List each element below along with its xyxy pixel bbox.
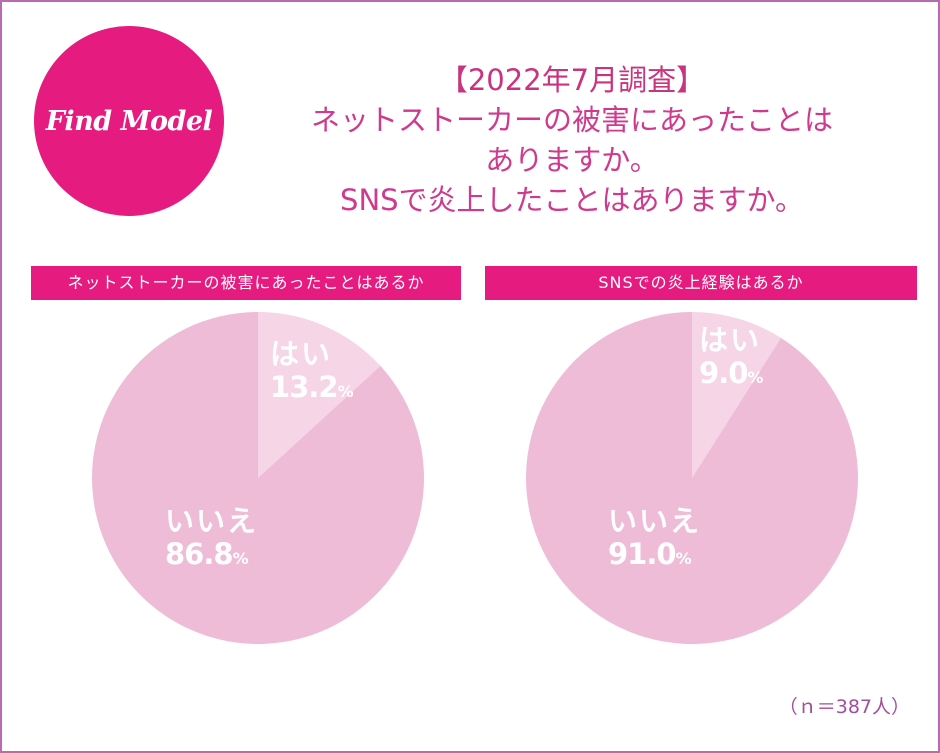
pie-slice-no: [92, 312, 425, 644]
logo-text: Find Model: [45, 105, 213, 137]
pie-slice-yes: [692, 312, 781, 478]
pie2-yes-value: 9.0%: [699, 356, 763, 391]
pie1-label-no: いいえ 86.8%: [165, 504, 259, 572]
pie1-no-value: 86.8%: [165, 537, 249, 572]
pie-slice-yes: [258, 312, 381, 478]
pie2-yes-category: はい: [699, 323, 762, 357]
title-line-3: SNSで炎上したことはありますか。: [340, 183, 804, 217]
find-model-logo: Find Model: [34, 26, 224, 216]
pie1-yes-category: はい: [270, 337, 333, 371]
pie1-no-category: いいえ: [165, 504, 259, 538]
pie1-label-yes: はい 13.2%: [270, 337, 354, 405]
survey-date: 【2022年7月調査】: [438, 63, 706, 97]
pie2-label-no: いいえ 91.0%: [608, 504, 702, 572]
pie-chart-stalker: [92, 312, 425, 644]
title-line-2: ありますか。: [485, 143, 659, 177]
pie2-label-yes: はい 9.0%: [699, 323, 763, 391]
chart-1-title: ネットストーカーの被害にあったことはあるか: [31, 266, 461, 300]
page-title: 【2022年7月調査】 ネットストーカーの被害にあったことは ありますか。 SN…: [252, 60, 892, 220]
pie2-no-value: 91.0%: [608, 537, 692, 572]
pie1-yes-value: 13.2%: [270, 370, 354, 405]
pie2-no-category: いいえ: [608, 504, 702, 538]
title-line-1: ネットストーカーの被害にあったことは: [310, 103, 833, 137]
chart-2-title: SNSでの炎上経験はあるか: [485, 266, 917, 300]
pie-slice-no: [525, 312, 858, 644]
pie-chart-sns-flaming: [525, 312, 858, 644]
sample-size-note: （ｎ＝387人）: [778, 696, 910, 718]
